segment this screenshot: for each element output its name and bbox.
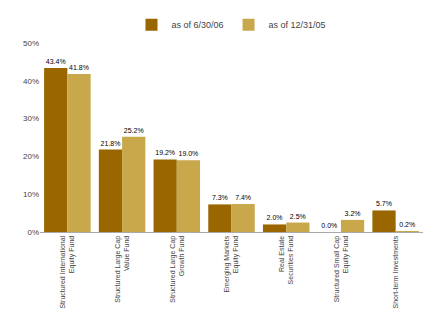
svg-text:Structured InternationalEquity: Structured InternationalEquity Fund [59, 235, 76, 308]
svg-text:7.4%: 7.4% [235, 194, 251, 201]
svg-text:as of 12/31/05: as of 12/31/05 [269, 20, 326, 30]
svg-text:5.7%: 5.7% [376, 200, 392, 207]
svg-text:10%: 10% [23, 190, 39, 199]
svg-text:Structured Large CapValue Fund: Structured Large CapValue Fund [114, 236, 130, 303]
svg-text:Real EstateSecurities Fund: Real EstateSecurities Fund [278, 236, 294, 285]
svg-text:2.5%: 2.5% [290, 213, 306, 220]
svg-text:40%: 40% [23, 77, 39, 86]
svg-text:19.2%: 19.2% [155, 149, 175, 156]
svg-text:Short-term Investments: Short-term Investments [392, 235, 399, 308]
svg-text:Structured Large CapGrowth Fun: Structured Large CapGrowth Fund [169, 236, 185, 303]
svg-text:20%: 20% [23, 152, 39, 161]
svg-text:Emerging MarketsEquity Fund: Emerging MarketsEquity Fund [223, 235, 240, 292]
svg-text:19.0%: 19.0% [178, 150, 198, 157]
svg-text:0.0%: 0.0% [321, 222, 337, 229]
svg-text:2.0%: 2.0% [267, 214, 283, 221]
svg-text:as of 6/30/06: as of 6/30/06 [172, 20, 224, 30]
svg-text:Structured Small CapEquity Fun: Structured Small CapEquity Fund [333, 236, 350, 303]
svg-text:7.3%: 7.3% [212, 194, 228, 201]
svg-text:21.8%: 21.8% [101, 140, 121, 147]
svg-text:43.4%: 43.4% [46, 58, 66, 65]
svg-text:3.2%: 3.2% [345, 210, 361, 217]
svg-text:30%: 30% [23, 114, 39, 123]
svg-text:41.8%: 41.8% [69, 64, 89, 71]
svg-text:0%: 0% [27, 228, 39, 237]
svg-text:50%: 50% [23, 39, 39, 48]
svg-text:0.2%: 0.2% [399, 221, 415, 228]
svg-text:25.2%: 25.2% [124, 127, 144, 134]
